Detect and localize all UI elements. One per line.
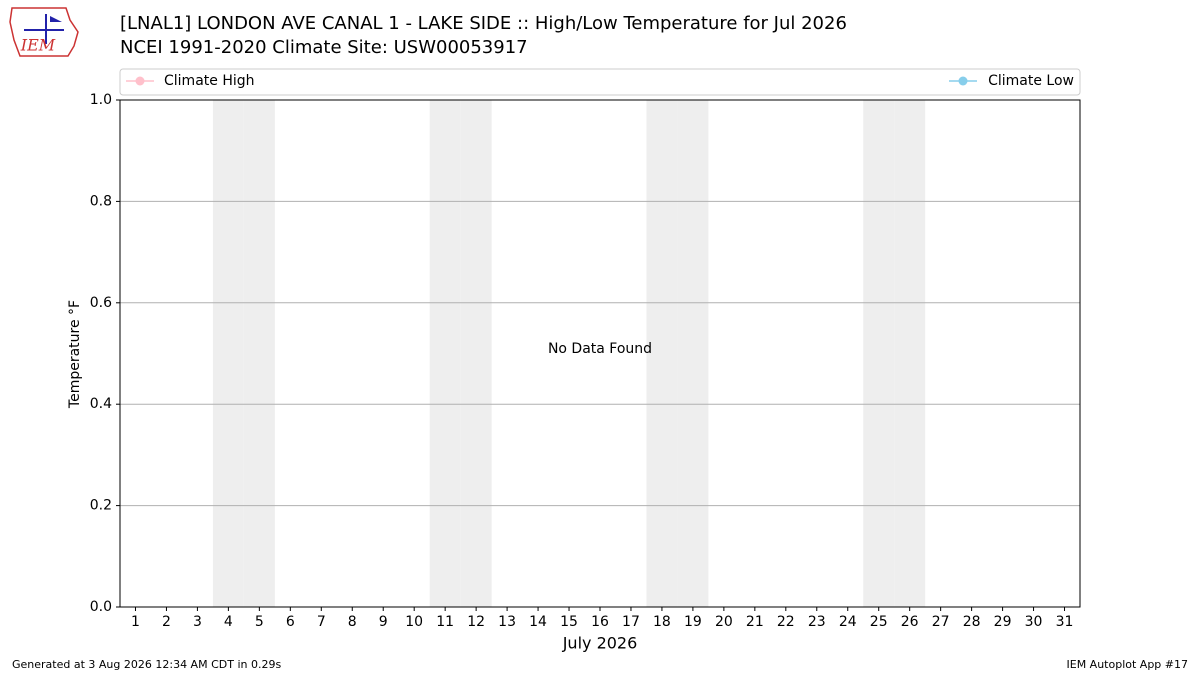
- x-tick-label: 6: [286, 614, 295, 630]
- weekend-band: [677, 100, 709, 607]
- logo: IEM: [9, 7, 79, 57]
- legend-label: Climate High: [164, 73, 255, 89]
- x-tick-label: 29: [994, 614, 1012, 630]
- y-tick-label: 0.4: [90, 396, 112, 412]
- weekend-band: [460, 100, 492, 607]
- x-tick-label: 10: [405, 614, 423, 630]
- x-tick-label: 22: [777, 614, 795, 630]
- x-tick-label: 23: [808, 614, 826, 630]
- weekend-band: [646, 100, 678, 607]
- x-tick-label: 19: [684, 614, 702, 630]
- legend-label: Climate Low: [988, 73, 1074, 89]
- weekend-band: [429, 100, 461, 607]
- x-axis-label: July 2026: [562, 634, 638, 653]
- x-tick-label: 13: [498, 614, 516, 630]
- weekend-band: [863, 100, 895, 607]
- x-tick-label: 25: [870, 614, 888, 630]
- annotation: No Data Found: [548, 341, 652, 357]
- y-tick-label: 1.0: [90, 92, 112, 108]
- x-tick-label: 8: [348, 614, 357, 630]
- x-tick-label: 31: [1056, 614, 1074, 630]
- y-tick-label: 0.2: [90, 498, 112, 514]
- x-tick-label: 9: [379, 614, 388, 630]
- x-tick-label: 18: [653, 614, 671, 630]
- chart-subtitle: NCEI 1991-2020 Climate Site: USW00053917: [120, 37, 528, 58]
- x-tick-label: 26: [901, 614, 919, 630]
- x-tick-label: 12: [467, 614, 485, 630]
- weekend-band: [243, 100, 275, 607]
- x-tick-label: 11: [436, 614, 454, 630]
- x-tick-label: 20: [715, 614, 733, 630]
- footer-right: IEM Autoplot App #17: [1067, 658, 1189, 671]
- y-tick-label: 0.0: [90, 599, 112, 615]
- x-tick-label: 7: [317, 614, 326, 630]
- chart-title: [LNAL1] LONDON AVE CANAL 1 - LAKE SIDE :…: [120, 13, 847, 34]
- weekend-band: [894, 100, 926, 607]
- y-tick-label: 0.8: [90, 193, 112, 209]
- x-tick-label: 28: [963, 614, 981, 630]
- x-tick-label: 24: [839, 614, 857, 630]
- legend-box: [119, 68, 1081, 96]
- x-tick-label: 14: [529, 614, 547, 630]
- x-tick-label: 1: [131, 614, 140, 630]
- footer-left: Generated at 3 Aug 2026 12:34 AM CDT in …: [12, 658, 281, 671]
- x-tick-label: 27: [932, 614, 950, 630]
- x-tick-label: 5: [255, 614, 264, 630]
- y-tick-label: 0.6: [90, 295, 112, 311]
- x-tick-label: 17: [622, 614, 640, 630]
- x-tick-label: 21: [746, 614, 764, 630]
- logo-text: IEM: [20, 36, 56, 55]
- x-tick-label: 2: [162, 614, 171, 630]
- legend-marker: [958, 76, 968, 86]
- x-tick-label: 4: [224, 614, 233, 630]
- plot-frame: [119, 99, 1081, 608]
- x-tick-label: 16: [591, 614, 609, 630]
- legend-marker: [135, 76, 145, 86]
- x-tick-label: 15: [560, 614, 578, 630]
- x-tick-label: 3: [193, 614, 202, 630]
- weekend-band: [212, 100, 244, 607]
- x-tick-label: 30: [1025, 614, 1043, 630]
- y-axis-label: Temperature °F: [67, 300, 83, 409]
